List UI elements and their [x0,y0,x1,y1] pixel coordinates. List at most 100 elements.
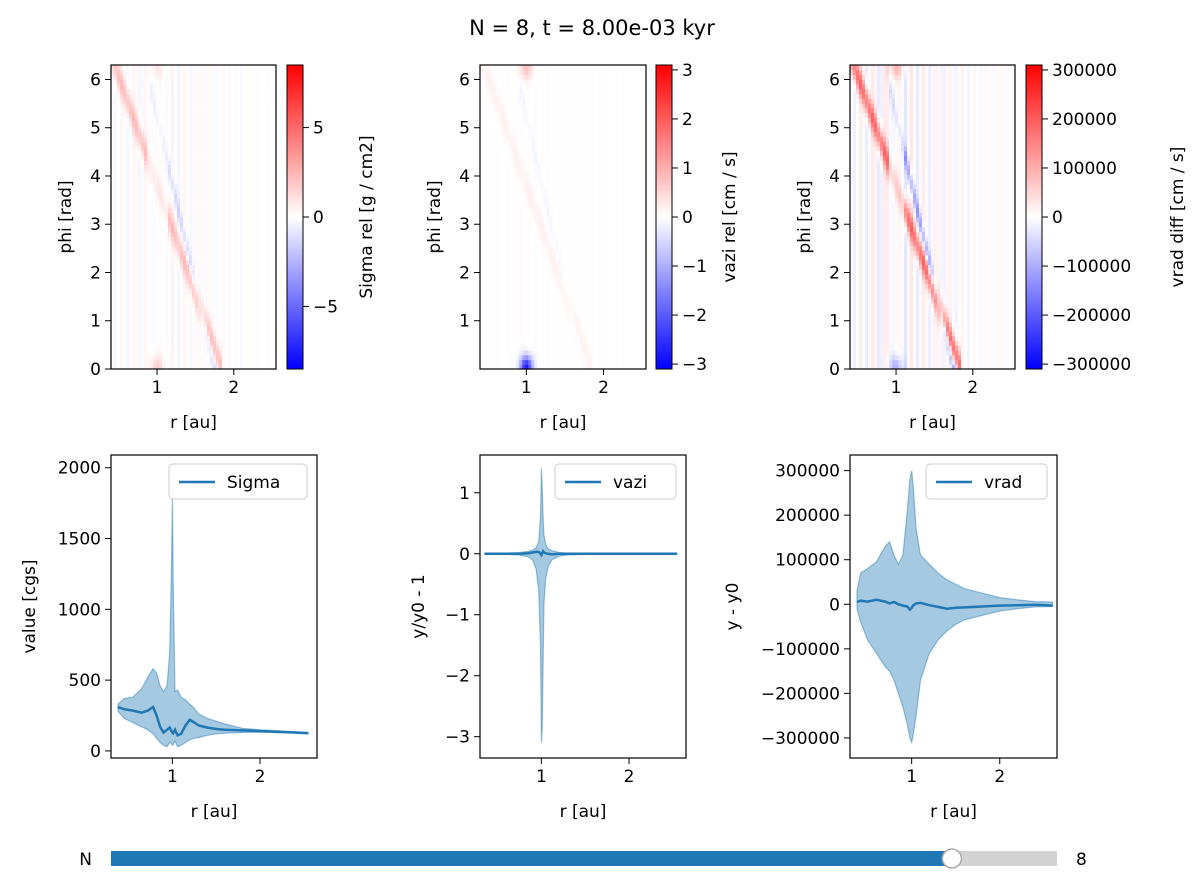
heatmap-cell [210,136,214,142]
heatmap-cell [234,183,238,190]
heatmap-cell [498,98,502,104]
heatmap-cell [168,240,172,247]
heatmap-cell [543,207,547,213]
heatmap-cell [237,207,241,213]
heatmap-cell [150,321,154,327]
heatmap-cell [528,169,532,175]
heatmap-cell [540,207,544,213]
heatmap-cell [537,340,541,346]
heatmap-cell [483,326,487,332]
heatmap-cell [147,354,151,361]
heatmap-cell [522,183,526,190]
heatmap-cell [480,179,484,185]
heatmap-cell [141,331,145,337]
heatmap-cell [252,240,256,247]
heatmap-cell [261,212,265,218]
heatmap-cell [480,307,484,313]
heatmap-cell [180,221,184,228]
heatmap-cell [126,359,130,365]
heatmap-cell [243,316,247,323]
heatmap-cell [228,312,232,318]
heatmap-cell [495,255,499,261]
heatmap-cell [138,221,142,228]
heatmap-cell [138,283,142,289]
heatmap-cell [513,236,517,242]
heatmap-cell [534,226,538,232]
heatmap-cell [510,136,514,142]
heatmap-cell [240,79,244,85]
heatmap-cell [522,117,526,123]
heatmap-cell [222,98,226,104]
heatmap-cell [204,259,208,266]
heatmap-cell [531,340,535,346]
heatmap-cell [528,250,532,256]
heatmap-cell [180,131,184,137]
heatmap-cell [234,245,238,251]
heatmap-cell [237,359,241,365]
heatmap-cell [525,264,529,270]
heatmap-cell [264,321,268,327]
heatmap-cell [144,312,148,318]
heatmap-cell [114,122,118,128]
heatmap-cell [258,321,262,327]
heatmap-cell [537,212,541,218]
heatmap-cell [216,264,220,270]
heatmap-cell [537,164,541,171]
heatmap-cell [264,122,268,128]
heatmap-cell [189,112,193,118]
heatmap-cell [141,88,145,95]
heatmap-cell [168,107,172,114]
heatmap-cell [192,84,196,90]
heatmap-cell [183,174,187,180]
heatmap-cell [198,283,202,289]
heatmap-cell [246,145,250,152]
heatmap-cell [183,340,187,346]
heatmap-cell [225,141,229,147]
heatmap-cell [138,245,142,251]
heatmap-cell [543,278,547,285]
heatmap-cell [255,107,259,114]
heatmap-cell [528,359,532,365]
heatmap-cell [120,69,124,76]
heatmap-cell [195,93,199,99]
heatmap-cell [114,155,118,161]
heatmap-cell [228,221,232,228]
heatmap-cell [513,331,517,337]
heatmap-cell [255,359,259,365]
heatmap-cell [516,164,520,171]
heatmap-cell [261,259,265,266]
heatmap-cell [546,278,551,285]
heatmap-cell [222,283,226,289]
heatmap-cell [273,259,277,266]
heatmap-cell [486,231,490,237]
heatmap-cell [252,84,256,90]
heatmap-cell [528,150,532,156]
heatmap-cell [120,136,124,142]
heatmap-cell [180,345,184,351]
heatmap-cell [234,302,238,308]
heatmap-cell [192,131,196,137]
heatmap-cell [183,259,187,266]
heatmap-cell [195,69,199,76]
heatmap-cell [147,331,151,337]
heatmap-cell [267,202,271,209]
heatmap-cell [129,188,133,194]
heatmap-cell [135,141,139,147]
heatmap-cell [243,250,247,256]
heatmap-cell [228,136,232,142]
heatmap-cell [519,278,523,285]
heatmap-cell [144,107,148,114]
heatmap-cell [222,250,226,256]
heatmap-cell [519,160,523,166]
heatmap-cell [510,117,514,123]
heatmap-cell [207,283,211,289]
heatmap-cell [531,345,535,351]
heatmap-cell [132,117,136,123]
heatmap-cell [222,145,226,152]
heatmap-cell [213,240,217,247]
heatmap-cell [537,335,541,342]
heatmap-cell [123,288,127,294]
heatmap-cell [492,179,496,185]
heatmap-cell [144,131,148,137]
heatmap-cell [240,65,244,71]
